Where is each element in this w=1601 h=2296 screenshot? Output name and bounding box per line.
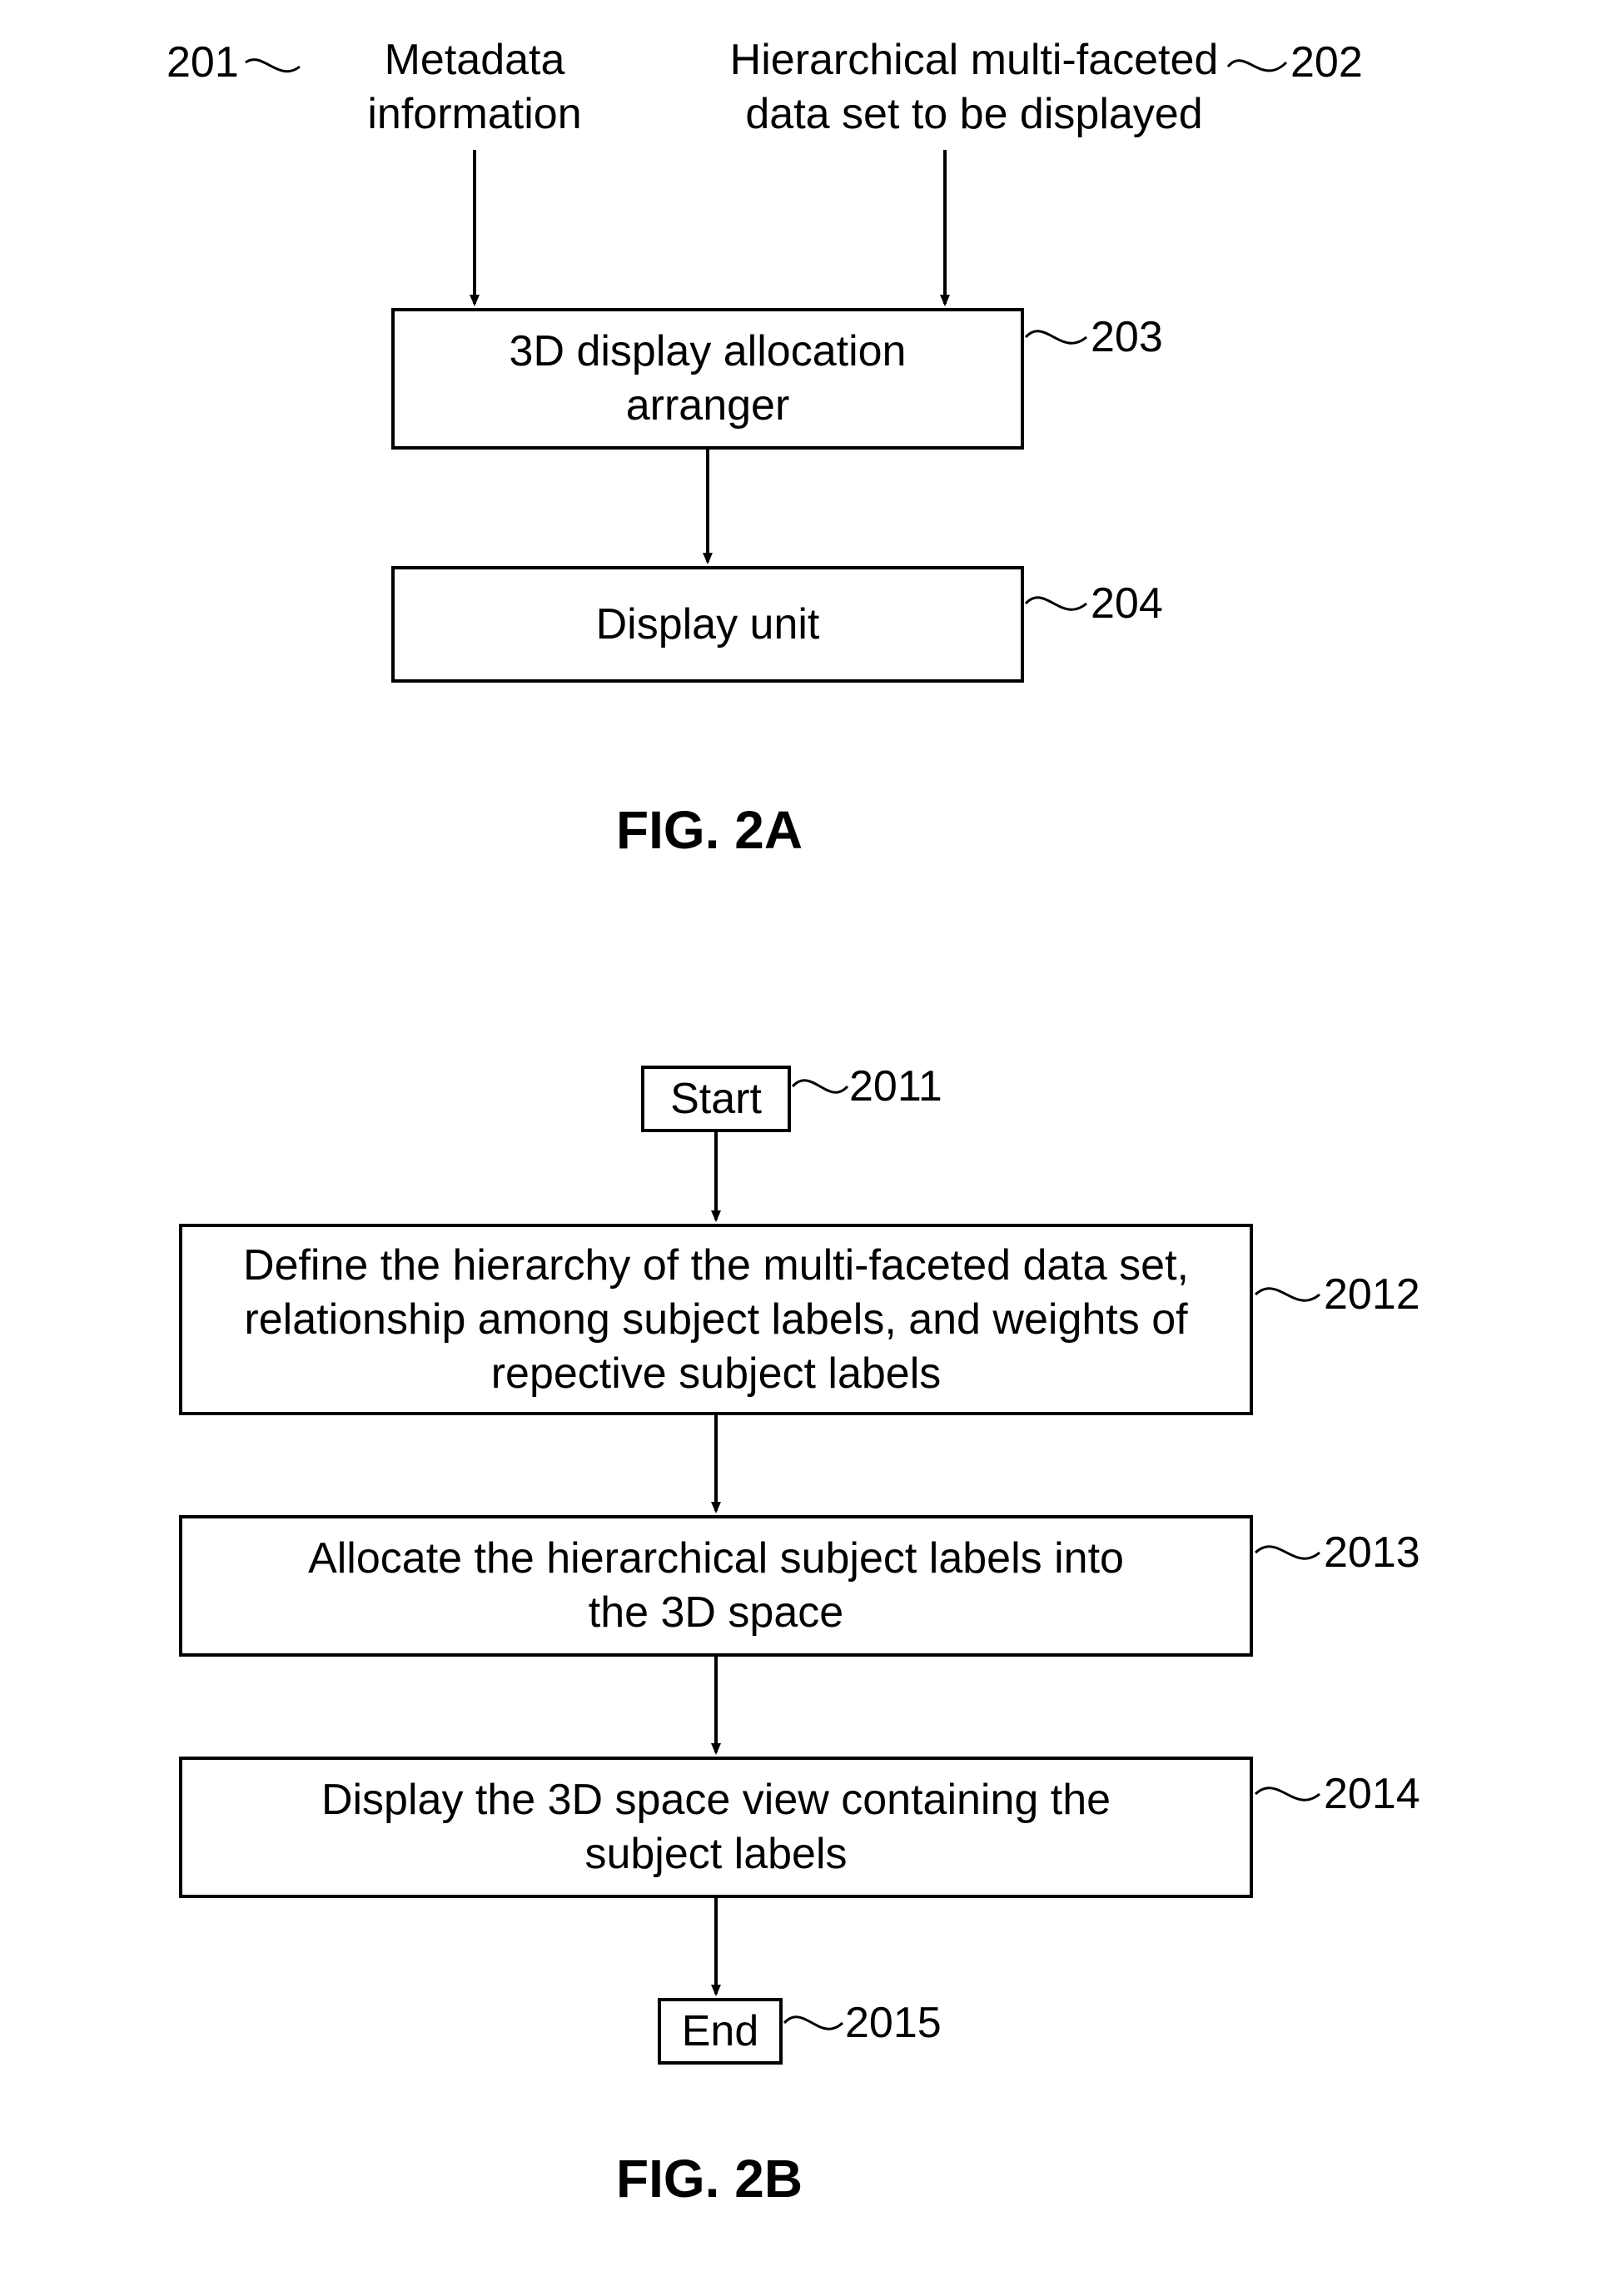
leader-2014 xyxy=(1255,1788,1320,1800)
leader-202 xyxy=(1228,61,1286,71)
leader-204 xyxy=(1026,598,1086,609)
leader-203 xyxy=(1026,331,1086,343)
leader-2015 xyxy=(784,2017,843,2029)
leader-2013 xyxy=(1255,1547,1320,1558)
leader-2011 xyxy=(793,1081,848,1092)
connectors-svg xyxy=(0,0,1601,2296)
leader-201 xyxy=(246,60,300,72)
leader-2012 xyxy=(1255,1289,1320,1300)
